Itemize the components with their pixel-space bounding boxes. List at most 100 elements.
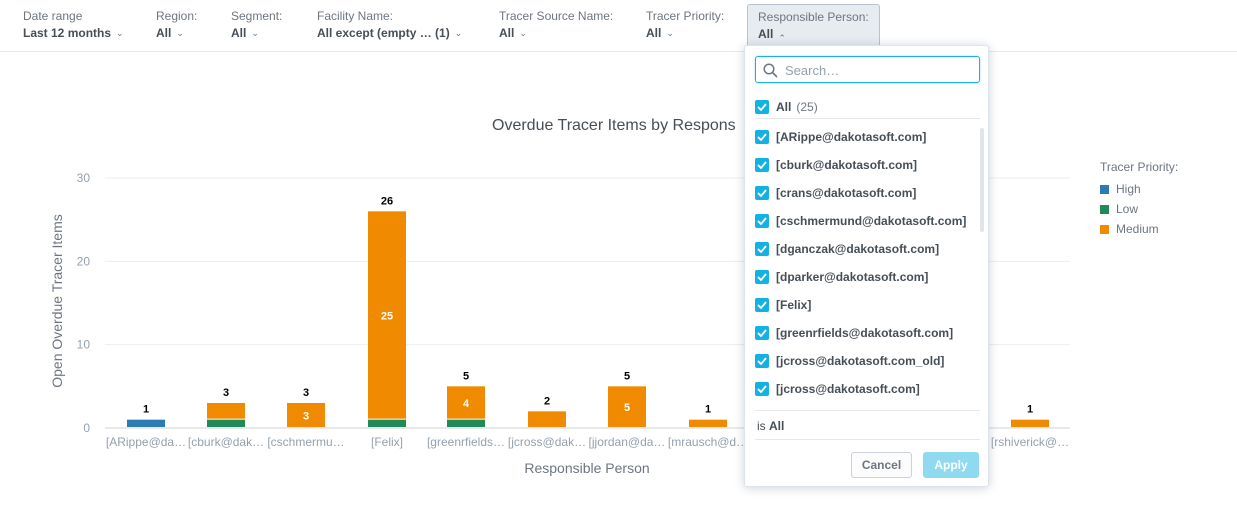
list-item[interactable]: [jcross@dakotasoft.com]	[755, 375, 980, 403]
checkbox-checked[interactable]	[755, 186, 769, 200]
selection-summary: is All	[757, 419, 784, 433]
checkbox-checked[interactable]	[755, 354, 769, 368]
search-box[interactable]	[755, 56, 980, 83]
chevron-down-icon: ⌄	[666, 28, 674, 38]
bar-segment-medium	[1011, 419, 1049, 427]
option-label: [jcross@dakotasoft.com]	[776, 382, 920, 396]
total-label: 3	[223, 387, 229, 399]
list-item[interactable]: [cschmermund@dakotasoft.com]	[755, 207, 980, 235]
responsible-person-filter[interactable]: Responsible Person: All ⌃	[747, 4, 880, 45]
list-item[interactable]: [ARippe@dakotasoft.com]	[755, 123, 980, 151]
option-label: [cburk@dakotasoft.com]	[776, 158, 918, 172]
checkbox-checked[interactable]	[755, 326, 769, 340]
y-tick-label: 0	[83, 421, 90, 435]
x-tick-label: [greenrfields…	[427, 435, 505, 449]
checkbox-checked[interactable]	[755, 130, 769, 144]
checkbox-checked[interactable]	[755, 270, 769, 284]
tracer-priority-filter[interactable]: Tracer Priority: All ⌄	[646, 9, 724, 41]
list-item[interactable]: [Felix]	[755, 291, 980, 319]
list-item[interactable]: [greenrfields@dakotasoft.com]	[755, 319, 980, 347]
list-item[interactable]: [dparker@dakotasoft.com]	[755, 263, 980, 291]
date-range-filter[interactable]: Date range Last 12 months ⌄	[23, 9, 124, 41]
segment-filter[interactable]: Segment: All ⌄	[231, 9, 282, 41]
option-list[interactable]: [ARippe@dakotasoft.com] [cburk@dakotasof…	[755, 123, 980, 403]
bar-segment-medium	[689, 419, 727, 427]
option-label: [dparker@dakotasoft.com]	[776, 270, 929, 284]
option-label: [crans@dakotasoft.com]	[776, 186, 917, 200]
divider	[755, 439, 980, 440]
x-tick-label: [mrausch@d…	[668, 435, 748, 449]
legend-label: High	[1116, 182, 1141, 196]
all-label: All	[776, 100, 792, 114]
responsible-person-dropdown: All (25) [ARippe@dakotasoft.com] [cburk@…	[744, 45, 989, 487]
legend-item-high[interactable]: High	[1100, 179, 1178, 199]
list-item[interactable]: [cburk@dakotasoft.com]	[755, 151, 980, 179]
bar-segment-low	[447, 419, 485, 427]
checkbox-checked[interactable]	[755, 298, 769, 312]
search-input[interactable]	[785, 61, 975, 79]
filter-value: All	[231, 26, 247, 40]
summary-value: All	[769, 419, 785, 433]
legend-item-low[interactable]: Low	[1100, 199, 1178, 219]
filter-value: All	[499, 26, 515, 40]
filter-label: Date range	[23, 9, 83, 23]
x-tick-label: [ARippe@da…	[106, 435, 186, 449]
checkbox-checked[interactable]	[755, 214, 769, 228]
chevron-down-icon: ⌄	[176, 28, 184, 38]
bar-segment-medium	[287, 403, 325, 427]
segment-label: 25	[381, 311, 393, 323]
bar-segment-medium	[207, 403, 245, 419]
checkbox-checked[interactable]	[755, 382, 769, 396]
bar-segment-high	[127, 419, 165, 427]
cancel-button[interactable]: Cancel	[851, 452, 912, 478]
divider	[755, 118, 980, 119]
chart-title: Overdue Tracer Items by Respons	[492, 117, 736, 134]
tracer-source-name-filter[interactable]: Tracer Source Name: All ⌄	[499, 9, 613, 41]
checkbox-checked[interactable]	[755, 242, 769, 256]
search-icon	[763, 63, 778, 78]
chevron-up-icon: ⌃	[778, 33, 786, 43]
filter-label: Region:	[156, 9, 198, 23]
total-label: 2	[544, 395, 550, 407]
total-label: 26	[381, 195, 393, 207]
filter-bar: Date range Last 12 months ⌄ Region: All ⌄ …	[0, 0, 1237, 52]
list-item[interactable]: [jcross@dakotasoft.com_old]	[755, 347, 980, 375]
select-all-option[interactable]: All (25)	[755, 96, 980, 118]
x-tick-label: [jcross@dak…	[508, 435, 586, 449]
chevron-down-icon: ⌄	[251, 28, 259, 38]
region-filter[interactable]: Region: All ⌄	[156, 9, 197, 41]
facility-name-filter[interactable]: Facility Name: All except (empty … (1) ⌄	[317, 9, 462, 41]
filter-value: All	[156, 26, 172, 40]
x-tick-label: [cburk@dak…	[188, 435, 264, 449]
segment-label: 4	[463, 398, 470, 410]
apply-button[interactable]: Apply	[923, 452, 979, 478]
bar-segment-low	[207, 419, 245, 427]
total-label: 5	[624, 370, 630, 382]
option-label: [jcross@dakotasoft.com_old]	[776, 354, 945, 368]
legend-title: Tracer Priority:	[1100, 160, 1179, 174]
all-count: (25)	[796, 100, 818, 114]
scrollbar[interactable]	[980, 128, 984, 232]
segment-label: 3	[303, 411, 309, 423]
filter-value: All except (empty … (1)	[317, 26, 450, 40]
bar-chart: 0 10 20 30 1 [ARippe@da… 3 [cburk@dak… 3 3 [cschme…	[49, 171, 1070, 476]
summary-prefix: is	[757, 419, 766, 433]
x-tick-label: [rshiverick@…	[991, 435, 1069, 449]
checkbox-checked[interactable]	[755, 158, 769, 172]
chevron-down-icon: ⌄	[454, 28, 463, 38]
bar-segment-medium	[528, 411, 566, 427]
legend-swatch	[1100, 204, 1109, 214]
chevron-down-icon: ⌄	[116, 28, 124, 38]
filter-label: Responsible Person:	[758, 10, 869, 24]
filter-label: Facility Name:	[317, 9, 394, 23]
filter-label: Segment:	[231, 9, 283, 23]
total-label: 3	[303, 387, 309, 399]
list-item[interactable]: [crans@dakotasoft.com]	[755, 179, 980, 207]
checkbox-checked[interactable]	[755, 100, 769, 114]
total-label: 5	[463, 370, 469, 382]
option-label: [dganczak@dakotasoft.com]	[776, 242, 940, 256]
legend-item-medium[interactable]: Medium	[1100, 219, 1178, 239]
option-label: [Felix]	[776, 298, 812, 312]
list-item[interactable]: [dganczak@dakotasoft.com]	[755, 235, 980, 263]
option-label: [greenrfields@dakotasoft.com]	[776, 326, 954, 340]
